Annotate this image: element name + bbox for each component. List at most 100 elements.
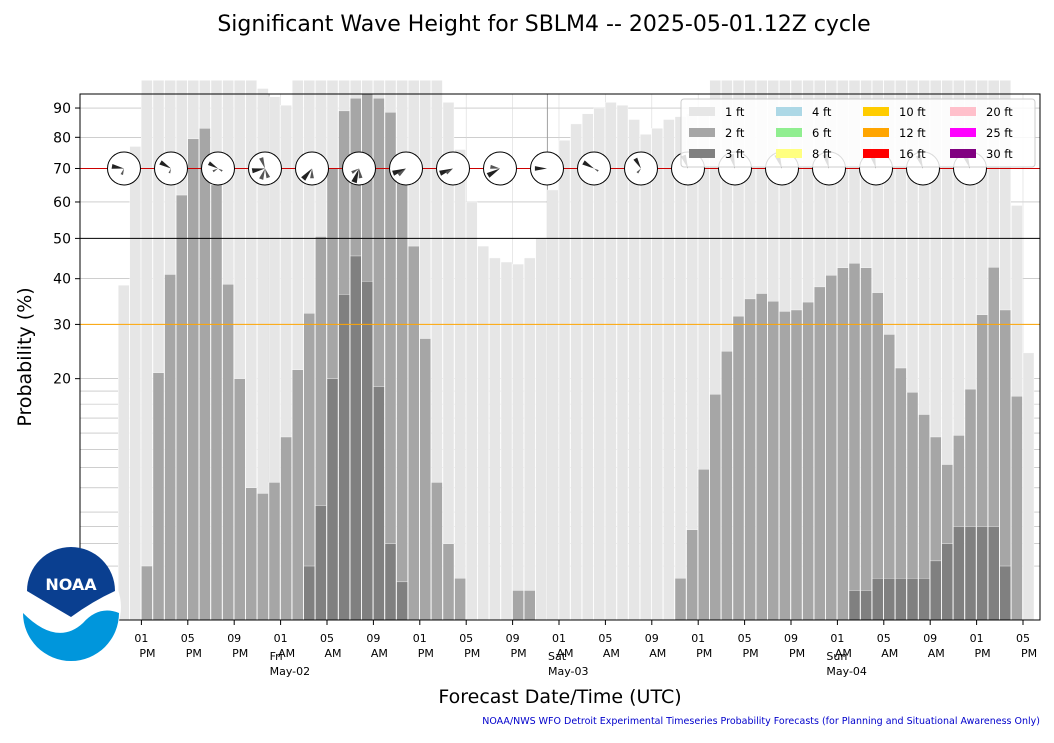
- bar-1-ft: [628, 119, 640, 621]
- bar-1-ft: [524, 257, 536, 621]
- logo-text: NOAA: [45, 575, 97, 594]
- bar-2-ft: [686, 529, 698, 621]
- bar-2-ft: [408, 245, 420, 621]
- bar-2-ft: [396, 166, 408, 621]
- bar-3-ft: [895, 577, 907, 621]
- x-tick-date: May-03: [548, 665, 589, 678]
- bar-2-ft: [431, 482, 443, 621]
- legend-swatch: [689, 107, 715, 116]
- legend-swatch: [776, 107, 802, 116]
- bar-1-ft: [1022, 352, 1035, 621]
- bar-1-ft: [117, 284, 130, 621]
- bar-1-ft: [616, 104, 629, 621]
- rose-wedge: [582, 160, 594, 169]
- logo-upper-arc: [27, 547, 115, 617]
- bar-1-ft: [489, 257, 501, 621]
- x-tick-weekday: Sun: [826, 650, 847, 663]
- x-tick-hour: 09: [506, 632, 520, 645]
- bar-1-ft: [477, 245, 489, 621]
- bar-3-ft: [396, 581, 408, 621]
- bar-2-ft: [268, 482, 281, 621]
- bar-2-ft: [233, 378, 246, 621]
- bar-1-ft: [582, 113, 594, 621]
- y-tick-label: 30: [53, 317, 71, 333]
- bar-1-ft: [454, 149, 466, 621]
- bar-1-ft: [535, 238, 547, 621]
- legend-swatch: [863, 149, 889, 158]
- bar-2-ft: [860, 267, 872, 621]
- x-tick-hour: 05: [598, 632, 612, 645]
- x-tick-ampm: AM: [881, 647, 898, 660]
- x-tick-hour: 05: [1016, 632, 1030, 645]
- y-axis-label: Probability (%): [14, 287, 36, 426]
- legend-label: 6 ft: [812, 126, 832, 140]
- bar-2-ft: [152, 372, 165, 621]
- x-tick-ampm: PM: [232, 647, 248, 660]
- x-tick-ampm: PM: [186, 647, 202, 660]
- x-tick-weekday: Sat: [548, 650, 567, 663]
- bar-2-ft: [732, 315, 745, 621]
- rose-wedge: [351, 168, 359, 174]
- bar-2-ft: [292, 369, 304, 621]
- rose-wedge: [111, 164, 124, 169]
- x-tick-ampm: AM: [324, 647, 341, 660]
- x-tick-hour: 01: [970, 632, 984, 645]
- rose-wedge: [259, 168, 265, 180]
- bar-2-ft: [419, 338, 431, 621]
- x-tick-hour: 01: [134, 632, 148, 645]
- bar-3-ft: [384, 543, 397, 621]
- y-tick-label: 50: [53, 231, 71, 247]
- bar-2-ft: [245, 487, 258, 621]
- bar-3-ft: [860, 590, 872, 621]
- legend-swatch: [776, 128, 802, 137]
- bar-2-ft: [222, 284, 234, 621]
- bar-3-ft: [350, 255, 362, 621]
- bar-3-ft: [918, 577, 930, 621]
- bar-2-ft: [199, 128, 211, 621]
- x-tick-hour: 01: [830, 632, 844, 645]
- legend-label: 10 ft: [899, 105, 926, 119]
- bar-2-ft: [524, 590, 536, 621]
- legend-label: 30 ft: [986, 147, 1013, 161]
- bar-1-ft: [674, 116, 687, 621]
- bar-3-ft: [872, 577, 884, 621]
- rose-wedge: [351, 168, 359, 184]
- x-tick-hour: 05: [320, 632, 334, 645]
- x-tick-ampm: AM: [928, 647, 945, 660]
- rose-wedge: [168, 168, 171, 174]
- legend-swatch: [863, 107, 889, 116]
- wave-direction-rose: [107, 151, 141, 186]
- x-tick-ampm: AM: [556, 647, 573, 660]
- rose-wedge: [265, 168, 271, 179]
- y-tick-label: 90: [53, 101, 71, 117]
- wave-direction-rose: [201, 151, 235, 186]
- x-tick-ampm: PM: [464, 647, 480, 660]
- legend-label: 16 ft: [899, 147, 926, 161]
- legend-label: 2 ft: [725, 126, 745, 140]
- y-tick-label: 20: [53, 372, 71, 388]
- bar-2-ft: [848, 263, 861, 621]
- bar-3-ft: [883, 577, 895, 621]
- legend-swatch: [950, 107, 976, 116]
- bar-3-ft: [373, 386, 385, 621]
- x-tick-ampm: PM: [975, 647, 991, 660]
- rose-wedge: [218, 168, 223, 172]
- legend-label: 8 ft: [812, 147, 832, 161]
- x-tick-hour: 09: [923, 632, 937, 645]
- chart-title: Significant Wave Height for SBLM4 -- 202…: [217, 12, 871, 37]
- bar-3-ft: [848, 590, 861, 621]
- bar-3-ft: [953, 526, 965, 621]
- rose-wedge: [259, 157, 265, 169]
- legend-swatch: [863, 128, 889, 137]
- legend-label: 1 ft: [725, 105, 745, 119]
- bar-2-ft: [767, 300, 779, 621]
- bar-1-ft: [570, 123, 582, 621]
- bar-1-ft: [558, 140, 571, 621]
- rose-wedge: [212, 168, 218, 173]
- wave-direction-rose: [577, 151, 611, 186]
- bar-1-ft: [129, 146, 142, 621]
- y-tick-label: 60: [53, 195, 71, 211]
- x-tick-hour: 05: [181, 632, 195, 645]
- bar-3-ft: [315, 505, 327, 621]
- bar-3-ft: [361, 281, 373, 621]
